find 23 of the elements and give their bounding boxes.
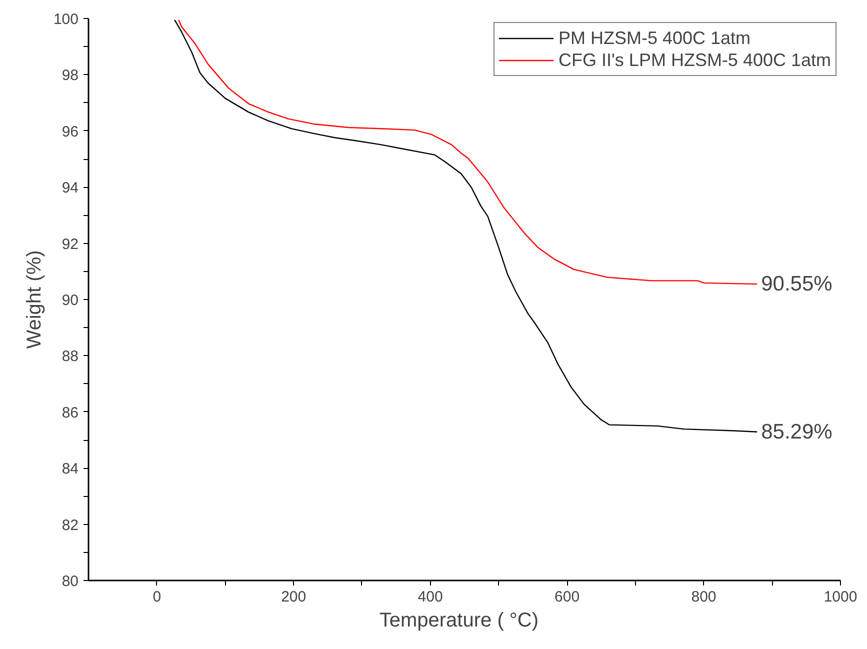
x-tick-label: 400 <box>418 588 443 606</box>
y-tick-label: 92 <box>62 236 79 253</box>
x-tick-label: 1000 <box>824 588 858 606</box>
legend-label: PM HZSM-5 400C 1atm <box>558 27 751 49</box>
y-tick-label: 96 <box>62 123 79 140</box>
x-tick-label: 600 <box>554 588 580 606</box>
x-axis-title: Temperature ( °C) <box>379 610 539 632</box>
y-axis-title: Weight (%) <box>23 250 46 349</box>
x-tick-label: 200 <box>281 588 306 606</box>
x-tick-label: 800 <box>691 588 716 606</box>
y-tick-label: 98 <box>62 67 79 84</box>
y-tick-label: 80 <box>62 573 79 590</box>
legend-label: CFG II's LPM HZSM-5 400C 1atm <box>558 49 831 71</box>
y-tick-label: 88 <box>62 348 79 366</box>
x-tick-label: 0 <box>152 588 162 606</box>
y-tick-label: 82 <box>62 516 79 534</box>
y-tick-label: 86 <box>62 404 79 422</box>
y-tick-label: 90 <box>62 292 79 309</box>
annotation: 90.55% <box>761 272 832 296</box>
annotation: 85.29% <box>761 420 832 444</box>
y-tick-label: 100 <box>53 11 79 28</box>
y-tick-label: 94 <box>62 180 79 197</box>
y-tick-label: 84 <box>62 460 79 478</box>
